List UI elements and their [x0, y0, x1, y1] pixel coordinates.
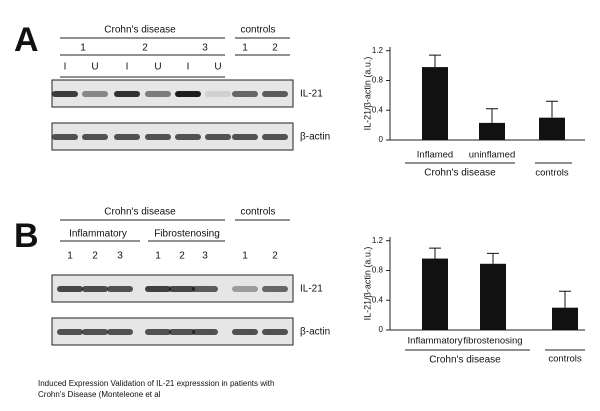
bar — [422, 67, 448, 140]
bar — [422, 258, 448, 330]
band — [114, 91, 140, 97]
label: β-actin — [300, 327, 330, 338]
caption: Crohn's Disease (Monteleone et al — [38, 390, 161, 399]
label: Inflammatory — [408, 336, 463, 347]
band — [107, 329, 133, 335]
error-bar — [429, 54, 441, 68]
error-bar — [487, 252, 499, 264]
label: fibrostenosing — [463, 336, 522, 347]
band — [232, 286, 258, 292]
band — [175, 91, 201, 97]
band — [262, 91, 288, 97]
label: 1 — [242, 251, 248, 262]
panel-letter: B — [14, 217, 39, 255]
y-tick-label: 0.4 — [372, 105, 384, 114]
panel-letter: A — [14, 21, 39, 59]
bar — [479, 122, 505, 140]
label: Crohn's disease — [429, 355, 501, 366]
label: Crohn's disease — [104, 207, 176, 218]
error-bar — [546, 100, 558, 118]
label: U — [154, 62, 161, 73]
caption: Induced Expression Validation of IL-21 e… — [38, 379, 274, 388]
band — [82, 91, 108, 97]
band — [145, 286, 171, 292]
label: U — [91, 62, 98, 73]
y-tick-label: 0.8 — [372, 76, 384, 85]
band — [232, 329, 258, 335]
label: controls — [240, 25, 275, 36]
label: Inflamed — [417, 150, 453, 161]
y-axis-label: IL-21/β-actin (a.u.) — [362, 247, 372, 321]
band — [57, 286, 83, 292]
label: U — [214, 62, 221, 73]
label: I — [187, 62, 190, 73]
label: I — [64, 62, 67, 73]
band — [82, 329, 108, 335]
label: 3 — [117, 251, 123, 262]
bar — [539, 117, 565, 140]
band — [114, 134, 140, 140]
label: 1 — [67, 251, 73, 262]
band — [262, 329, 288, 335]
y-tick-label: 0.4 — [372, 295, 384, 304]
label: β-actin — [300, 132, 330, 143]
label: I — [126, 62, 129, 73]
y-tick-label: 1.2 — [372, 236, 384, 245]
label: 1 — [80, 43, 86, 54]
error-bar — [429, 247, 441, 259]
y-axis-label: IL-21/β-actin (a.u.) — [362, 57, 372, 131]
label: controls — [535, 168, 569, 179]
label: 1 — [242, 43, 248, 54]
label: 2 — [179, 251, 185, 262]
band — [107, 286, 133, 292]
bar — [552, 307, 578, 330]
label: Crohn's disease — [424, 168, 496, 179]
band — [205, 134, 231, 140]
band — [169, 329, 195, 335]
label: Inflammatory — [69, 229, 127, 240]
error-bar — [486, 108, 498, 123]
bar — [480, 263, 506, 330]
band — [205, 91, 231, 97]
band — [82, 286, 108, 292]
band — [262, 286, 288, 292]
label: 3 — [202, 251, 208, 262]
band — [175, 134, 201, 140]
label: controls — [548, 354, 582, 365]
y-tick-label: 1.2 — [372, 46, 384, 55]
label: 2 — [92, 251, 98, 262]
label: Fibrostenosing — [154, 229, 220, 240]
y-tick-label: 0 — [379, 135, 384, 144]
y-tick-label: 0 — [379, 325, 384, 334]
band — [57, 329, 83, 335]
band — [262, 134, 288, 140]
band — [82, 134, 108, 140]
label: 2 — [272, 251, 278, 262]
label: 2 — [272, 43, 278, 54]
label: Crohn's disease — [104, 25, 176, 36]
band — [145, 134, 171, 140]
label: 2 — [142, 43, 148, 54]
band — [232, 134, 258, 140]
band — [145, 329, 171, 335]
error-bar — [559, 290, 571, 308]
y-tick-label: 0.8 — [372, 266, 384, 275]
band — [52, 134, 78, 140]
band — [145, 91, 171, 97]
band — [169, 286, 195, 292]
label: IL-21 — [300, 284, 323, 295]
band — [52, 91, 78, 97]
label: controls — [240, 207, 275, 218]
band — [192, 329, 218, 335]
label: 1 — [155, 251, 161, 262]
label: 3 — [202, 43, 208, 54]
label: uninflamed — [469, 150, 515, 161]
label: IL-21 — [300, 89, 323, 100]
band — [192, 286, 218, 292]
band — [232, 91, 258, 97]
